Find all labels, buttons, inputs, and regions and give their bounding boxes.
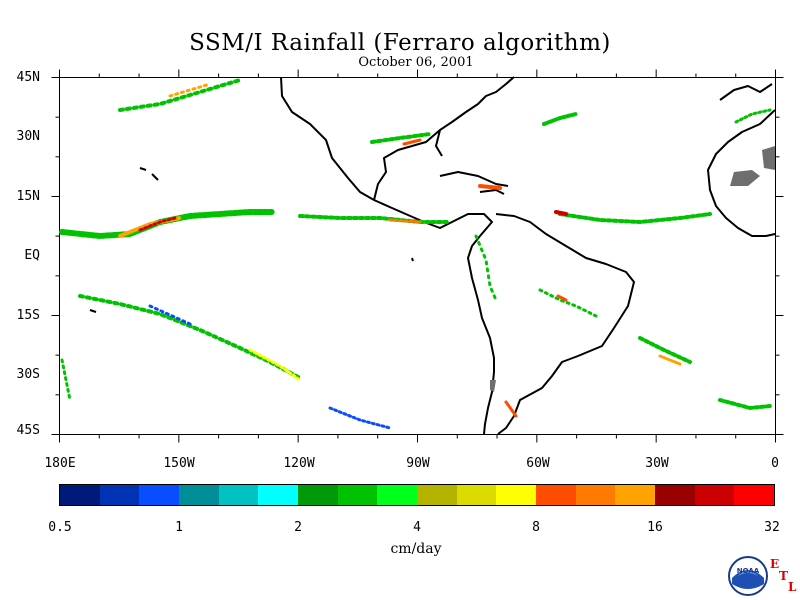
colorbar-label-32: 32	[764, 520, 780, 535]
colorbar-label-8: 8	[532, 520, 540, 535]
colorbar-label-16: 16	[647, 520, 663, 535]
lat-label-eq: EQ	[24, 248, 40, 263]
lat-label-30n: 30N	[16, 129, 40, 144]
colorbar-label-0-5: 0.5	[48, 520, 72, 535]
lat-label-45n: 45N	[16, 70, 40, 85]
logo-agency: NOAA	[737, 567, 760, 575]
colorbar-swatch	[298, 485, 338, 505]
colorbar-swatch	[575, 485, 616, 505]
lon-label-150w: 150W	[163, 456, 195, 471]
logo-letter-l: L	[788, 580, 797, 594]
lon-label-180e: 180E	[44, 456, 76, 471]
colorbar-swatch	[377, 485, 418, 505]
lon-label-120w: 120W	[283, 456, 315, 471]
logo-letter-t: T	[779, 569, 788, 583]
colorbar-swatch	[734, 485, 775, 505]
colorbar-swatch	[99, 485, 140, 505]
colorbar-unit: cm/day	[390, 541, 442, 557]
coastlines	[89, 76, 776, 435]
colorbar-swatch	[258, 485, 299, 505]
map-title: SSM/I Rainfall (Ferraro algorithm)	[189, 30, 611, 56]
noaa-logo: NOAA	[728, 556, 768, 596]
colorbar-swatch	[496, 485, 537, 505]
logo-letter-e: E	[770, 557, 780, 571]
rainfall-map	[51, 69, 784, 443]
colorbar-swatch	[456, 485, 497, 505]
colorbar-swatch	[536, 485, 576, 505]
colorbar-swatch	[60, 485, 100, 505]
colorbar-swatch	[615, 485, 656, 505]
missing-data-areas	[490, 146, 775, 392]
rainfall-patterns	[59, 78, 772, 430]
lat-label-30s: 30S	[16, 367, 40, 382]
lon-label-0: 0	[771, 456, 779, 471]
colorbar-swatch	[139, 485, 180, 505]
colorbar-swatch	[694, 485, 735, 505]
colorbar-swatch	[179, 485, 219, 505]
colorbar	[59, 484, 775, 506]
colorbar-swatch	[417, 485, 457, 505]
colorbar-swatch	[337, 485, 378, 505]
colorbar-label-1: 1	[175, 520, 183, 535]
lon-label-30w: 30W	[645, 456, 669, 471]
map-frame	[59, 77, 776, 435]
colorbar-swatch	[655, 485, 695, 505]
lat-label-45s: 45S	[16, 423, 40, 438]
lon-label-90w: 90W	[406, 456, 430, 471]
colorbar-label-2: 2	[294, 520, 302, 535]
lat-label-15n: 15N	[16, 189, 40, 204]
lon-label-60w: 60W	[526, 456, 550, 471]
map-date: October 06, 2001	[358, 55, 474, 70]
lat-label-15s: 15S	[16, 308, 40, 323]
axis-ticks	[51, 69, 784, 443]
colorbar-label-4: 4	[413, 520, 421, 535]
colorbar-swatch	[218, 485, 259, 505]
